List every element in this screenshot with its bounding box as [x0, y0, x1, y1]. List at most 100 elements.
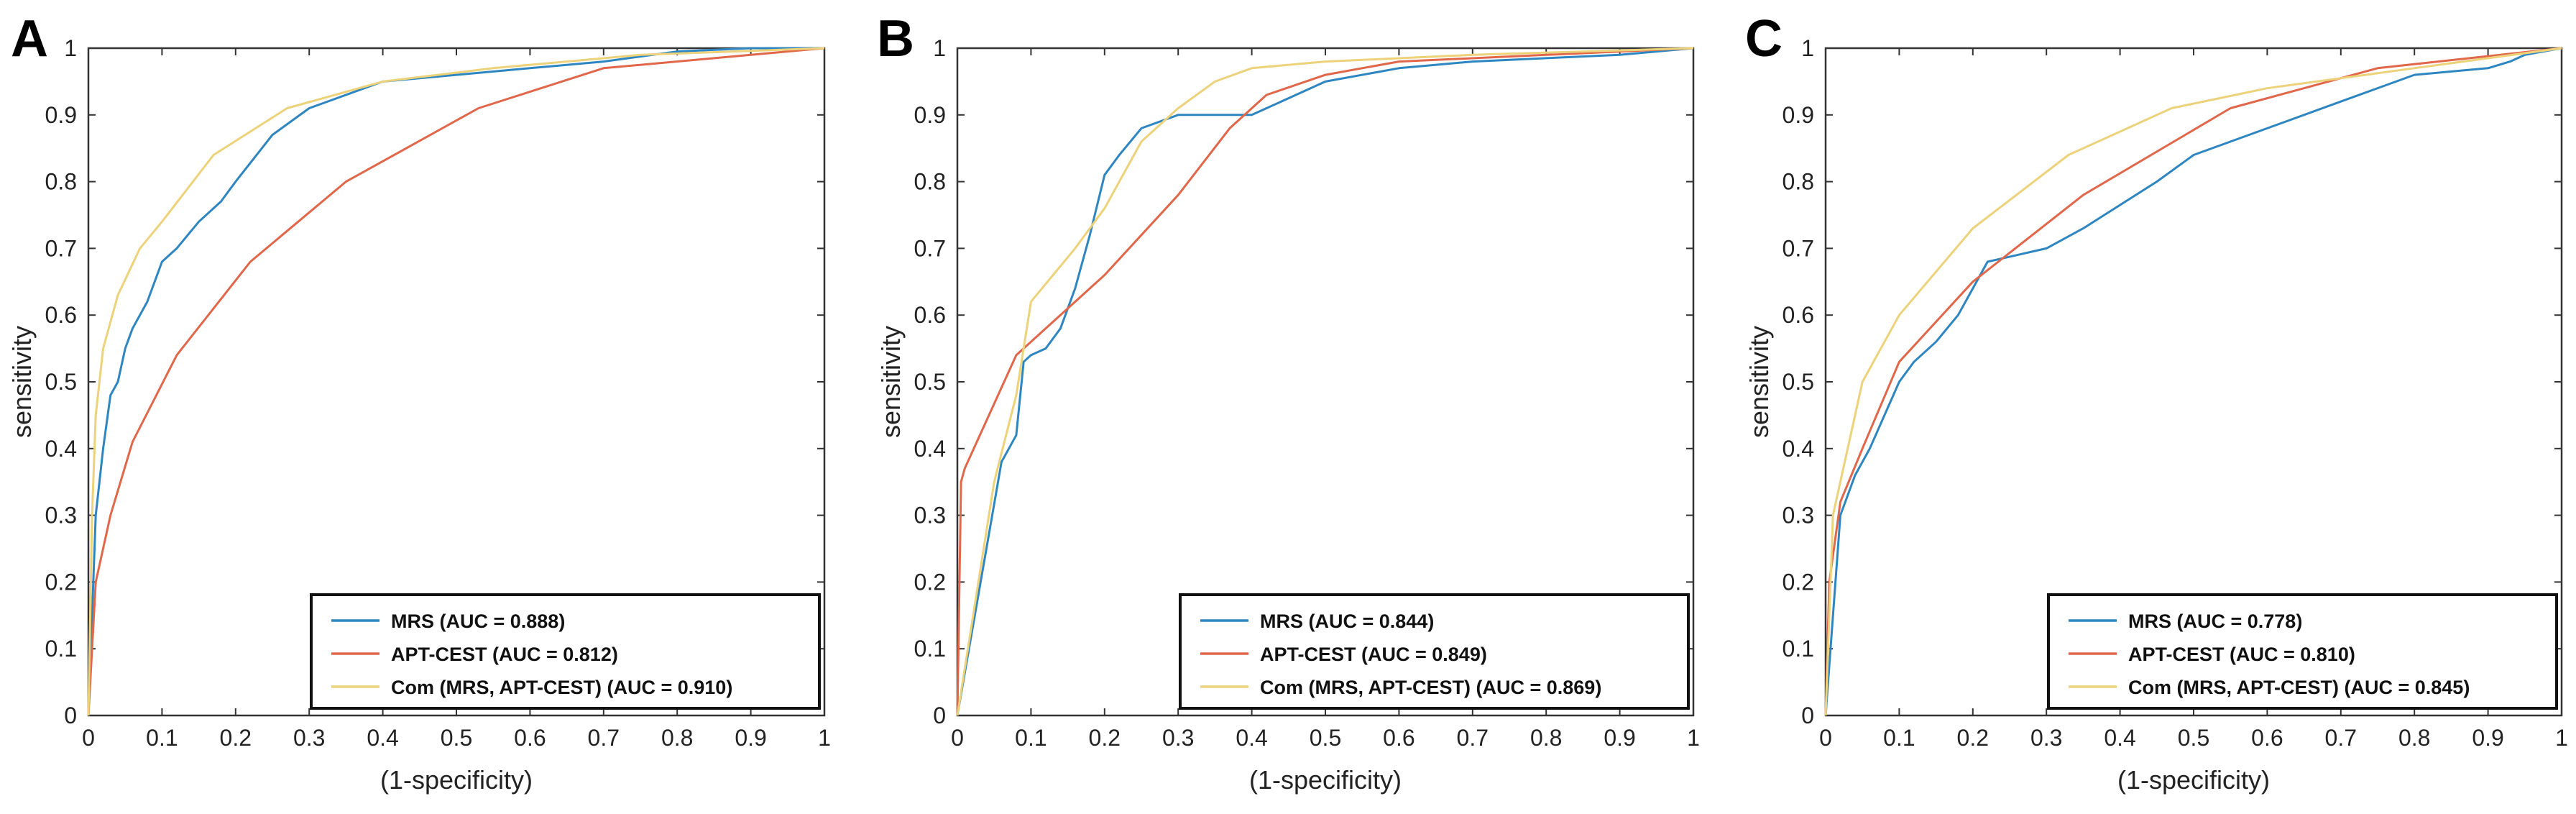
y-axis-label: sensitivity: [876, 326, 906, 438]
y-tick-label: 1: [1801, 35, 1814, 61]
y-tick-label: 0.7: [914, 235, 946, 261]
panel-b: B 0 0.1 0.2 0.3 0.4 0.5 0.6 0.7 0.8 0.9 1 0 0.1 0.2 0.3…: [876, 10, 1700, 795]
y-tick-label: 1: [933, 35, 946, 61]
legend-entry-mrs: MRS (AUC = 0.888): [391, 610, 565, 632]
panel-c: C 0 0.1 0.2 0.3 0.4 0.5 0.6 0.7 0.8 0.9 1 0 0.1 0.2 0.3…: [1744, 10, 2568, 795]
y-tick-label: 0.2: [1782, 569, 1814, 595]
legend-entry-com: Com (MRS, APT-CEST) (AUC = 0.910): [391, 677, 732, 698]
y-tick-label: 0.3: [45, 503, 77, 529]
x-tick-label: 0.7: [2325, 725, 2357, 751]
series-line-com: [956, 47, 1694, 716]
y-tick-label: 0.7: [45, 235, 77, 261]
x-tick-label: 0: [951, 725, 964, 751]
x-tick-label: 0.4: [1236, 725, 1267, 751]
panel-letter-b: B: [877, 10, 914, 68]
series-line-com: [1824, 47, 2562, 716]
y-tick-label: 0.8: [45, 169, 77, 195]
y-tick-label: 0.2: [914, 569, 946, 595]
y-tick-label: 0.3: [914, 503, 946, 529]
y-tick-label: 0.9: [45, 102, 77, 128]
panel-letter-c: C: [1745, 10, 1782, 68]
x-tick-label: 0.8: [661, 725, 693, 751]
legend-entry-com: Com (MRS, APT-CEST) (AUC = 0.845): [2128, 677, 2470, 698]
x-tick-label: 0.1: [1015, 725, 1046, 751]
x-tick-label: 0.2: [1089, 725, 1121, 751]
y-tick-label: 0: [933, 703, 946, 728]
y-axis-label: sensitivity: [1744, 326, 1774, 438]
legend-entry-mrs: MRS (AUC = 0.844): [1260, 610, 1434, 632]
y-tick-label: 0.4: [45, 436, 77, 462]
legend-box: [1179, 593, 1690, 710]
x-tick-label: 0.6: [514, 725, 546, 751]
x-tick-label: 0.9: [1604, 725, 1635, 751]
legend-box: [310, 593, 821, 710]
x-tick-label: 0.1: [146, 725, 178, 751]
x-tick-label: 0.6: [1383, 725, 1414, 751]
y-axis-label: sensitivity: [7, 326, 37, 438]
x-axis-label: (1-specificity): [2117, 765, 2270, 795]
x-tick-label: 0.4: [367, 725, 398, 751]
y-tick-label: 0.1: [1782, 636, 1814, 662]
series-line-mrs: [956, 47, 1694, 716]
y-tick-label: 0.5: [914, 369, 946, 395]
legend-entry-mrs: MRS (AUC = 0.778): [2128, 610, 2302, 632]
x-axis-label: (1-specificity): [1249, 765, 1402, 795]
x-tick-label: 0.2: [220, 725, 252, 751]
series-line-mrs: [1824, 47, 2562, 716]
y-tick-label: 0.2: [45, 569, 77, 595]
y-tick-label: 0.8: [1782, 169, 1814, 195]
x-tick-label: 0.1: [1883, 725, 1915, 751]
x-tick-label: 0.8: [1530, 725, 1562, 751]
y-tick-label: 0.3: [1782, 503, 1814, 529]
x-tick-label: 0.3: [293, 725, 325, 751]
y-tick-label: 0.1: [45, 636, 77, 662]
x-tick-label: 1: [2555, 725, 2568, 751]
series-line-mrs: [87, 47, 824, 716]
x-tick-label: 0.3: [2030, 725, 2062, 751]
panel-a: A 0 0.1 0.2 0.3 0.4 0.5 0.6 0.7 0.8 0.9 1 0 0.1 0.2 0.3…: [7, 10, 831, 795]
series-line-apt: [956, 47, 1694, 716]
x-tick-label: 0.3: [1162, 725, 1194, 751]
panel-letter-a: A: [11, 10, 48, 68]
x-tick-label: 0: [82, 725, 95, 751]
legend-entry-apt: APT-CEST (AUC = 0.849): [1260, 644, 1487, 665]
x-tick-label: 1: [818, 725, 831, 751]
y-tick-label: 0.4: [914, 436, 946, 462]
legend-entry-apt: APT-CEST (AUC = 0.810): [2128, 644, 2355, 665]
legend-box: [2047, 593, 2558, 710]
y-tick-label: 0.6: [1782, 302, 1814, 328]
x-tick-label: 0.9: [735, 725, 766, 751]
x-tick-label: 0.5: [1310, 725, 1341, 751]
y-tick-label: 1: [64, 35, 77, 61]
y-tick-label: 0: [64, 703, 77, 728]
x-tick-label: 0.9: [2472, 725, 2503, 751]
y-tick-label: 0.5: [45, 369, 77, 395]
y-tick-label: 0.6: [914, 302, 946, 328]
series-line-apt: [87, 47, 825, 716]
legend-entry-com: Com (MRS, APT-CEST) (AUC = 0.869): [1260, 677, 1601, 698]
x-axis-label: (1-specificity): [380, 765, 533, 795]
x-tick-label: 0.7: [588, 725, 620, 751]
y-tick-label: 0.9: [1782, 102, 1814, 128]
series-line-com: [87, 47, 825, 716]
x-tick-label: 0.7: [1457, 725, 1489, 751]
y-tick-label: 0.9: [914, 102, 946, 128]
y-tick-label: 0.7: [1782, 235, 1814, 261]
y-tick-label: 0.4: [1782, 436, 1814, 462]
y-tick-label: 0.6: [45, 302, 77, 328]
y-tick-label: 0.1: [914, 636, 946, 662]
x-tick-label: 0.4: [2104, 725, 2135, 751]
x-tick-label: 1: [1687, 725, 1700, 751]
y-tick-label: 0.8: [914, 169, 946, 195]
series-line-apt: [1824, 47, 2562, 716]
x-tick-label: 0.5: [2178, 725, 2209, 751]
y-tick-label: 0.5: [1782, 369, 1814, 395]
x-tick-label: 0: [1819, 725, 1832, 751]
x-tick-label: 0.2: [1957, 725, 1989, 751]
y-tick-label: 0: [1801, 703, 1814, 728]
x-tick-label: 0.6: [2251, 725, 2283, 751]
x-tick-label: 0.5: [441, 725, 472, 751]
x-tick-label: 0.8: [2398, 725, 2430, 751]
legend-entry-apt: APT-CEST (AUC = 0.812): [391, 644, 618, 665]
